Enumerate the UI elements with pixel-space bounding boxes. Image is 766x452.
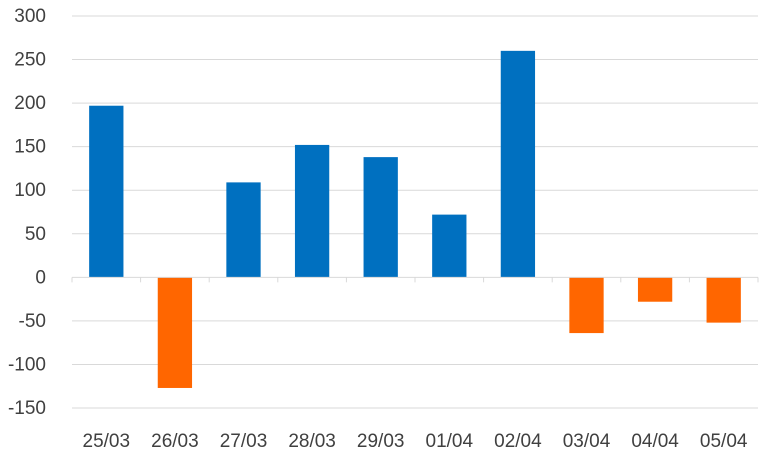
x-tick-label: 29/03	[357, 431, 405, 452]
x-tick-label: 26/03	[151, 431, 199, 452]
x-tick-label: 01/04	[426, 431, 474, 452]
bar-01-04	[432, 214, 467, 278]
y-tick-label: 250	[14, 50, 46, 71]
y-tick-label: 50	[25, 224, 46, 245]
y-tick-label: 150	[14, 137, 46, 158]
y-tick-label: -150	[8, 398, 46, 419]
y-tick-labels: -150 -100 -50 0 50 100 150 200 250 300	[8, 6, 46, 419]
x-tick-label: 25/03	[83, 431, 131, 452]
x-tick-label: 02/04	[494, 431, 542, 452]
x-tick-label: 27/03	[220, 431, 268, 452]
axes	[71, 276, 759, 283]
x-tick-label: 03/04	[563, 431, 611, 452]
bar-27-03	[226, 182, 261, 278]
x-tick-label: 04/04	[631, 431, 679, 452]
y-tick-label: 0	[35, 267, 46, 288]
bar-25-03	[89, 105, 124, 278]
y-tick-label: 300	[14, 6, 46, 27]
bar-05-04	[706, 277, 741, 323]
bar-03-04	[569, 277, 604, 334]
x-tick-label: 05/04	[700, 431, 748, 452]
bars	[89, 50, 741, 388]
bar-04-04	[637, 277, 673, 302]
y-tick-label: -50	[19, 311, 46, 332]
bar-28-03	[294, 144, 330, 278]
x-tick-label: 28/03	[288, 431, 336, 452]
y-tick-label: -100	[8, 354, 46, 375]
x-tick-labels: 25/03 26/03 27/03 28/03 29/03 01/04 02/04 03/04…	[83, 431, 748, 452]
bar-26-03	[157, 277, 193, 388]
bar-02-04	[500, 50, 536, 278]
bar-29-03	[363, 157, 398, 278]
y-tick-label: 200	[14, 93, 46, 114]
y-tick-label: 100	[14, 180, 46, 201]
